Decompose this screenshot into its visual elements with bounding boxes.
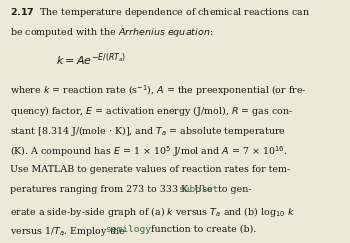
Text: semilogy: semilogy	[105, 225, 150, 234]
Text: quency) factor, $E$ = activation energy (J/mol), $R$ = gas con-: quency) factor, $E$ = activation energy …	[10, 104, 293, 118]
Text: $\mathbf{2.17}$  The temperature dependence of chemical reactions can: $\mathbf{2.17}$ The temperature dependen…	[10, 6, 310, 19]
Text: to gen-: to gen-	[215, 185, 252, 194]
Text: function to create (b).: function to create (b).	[148, 225, 257, 234]
Text: be computed with the $\mathit{Arrhenius\ equation}$:: be computed with the $\mathit{Arrhenius\…	[10, 26, 213, 38]
Text: Use MATLAB to generate values of reaction rates for tem-: Use MATLAB to generate values of reactio…	[10, 165, 290, 174]
Text: peratures ranging from 273 to 333 K. Use: peratures ranging from 273 to 333 K. Use	[10, 185, 216, 194]
Text: stant [8.314 J/(mole $\cdot$ K)], and $T_a$ = absolute temperature: stant [8.314 J/(mole $\cdot$ K)], and $T…	[10, 124, 286, 138]
Text: subplot: subplot	[178, 185, 218, 194]
Text: (K). A compound has $E$ = 1 $\times$ 10$^5$ J/mol and $A$ = 7 $\times$ 10$^{16}$: (K). A compound has $E$ = 1 $\times$ 10$…	[10, 144, 287, 159]
Text: $k = Ae^{-E/(RT_a)}$: $k = Ae^{-E/(RT_a)}$	[56, 51, 126, 68]
Text: where $k$ = reaction rate (s$^{-1}$), $A$ = the preexponential (or fre-: where $k$ = reaction rate (s$^{-1}$), $A…	[10, 84, 306, 98]
Text: erate a side-by-side graph of (a) $k$ versus $T_a$ and (b) log$_{10}$ $k$: erate a side-by-side graph of (a) $k$ ve…	[10, 205, 295, 219]
Text: versus 1/$T_a$. Employ the: versus 1/$T_a$. Employ the	[10, 225, 126, 238]
